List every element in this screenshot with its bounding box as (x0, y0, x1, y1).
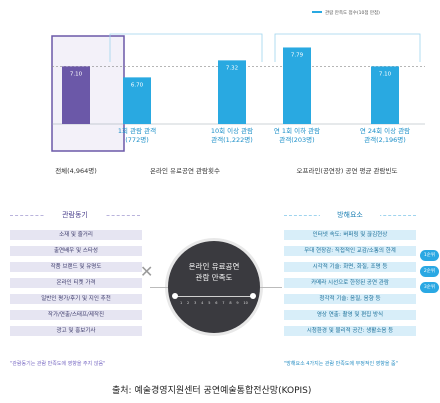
legend-label: 관람 만족도 점수(10점 만점) (325, 9, 380, 16)
motivation-item: 작가/연출/스태프/제작진 (10, 310, 142, 320)
obstacle-title: 방해요소 (320, 210, 380, 220)
circle-title-line2: 관람 만족도 (195, 273, 233, 282)
category-label: 10회 이상 관람 (211, 126, 253, 135)
scale-start-dot (172, 293, 178, 299)
scale-label: 1 (180, 301, 183, 305)
category-label: 관객(203명) (279, 135, 314, 144)
motivation-item: 작품 브랜드 및 유명도 (10, 262, 142, 272)
category-label: 1회 관람 관객 (118, 126, 156, 135)
motivation-item: 일반인 평가/후기 및 지인 추천 (10, 294, 142, 304)
bar-value-label: 7.10 (379, 71, 392, 77)
obstacle-item: 영상 연출: 촬영 및 편집 방식 (284, 310, 416, 320)
right-connector (260, 287, 282, 288)
circle-title-line1: 온라인 유료공연 (188, 262, 240, 271)
motivation-item: 소재 및 줄거리 (10, 230, 142, 240)
online-group-label: 온라인 유료공연 관람횟수 (150, 166, 220, 175)
scale-line (176, 296, 252, 297)
motivation-note: "관람동기는 관람 만족도에 영향을 주지 않음" (10, 361, 106, 367)
motivation-panel: 관람동기 소재 및 줄거리 출연배우 및 스타성 작품 브랜드 및 유명도 온라… (0, 208, 150, 380)
source-caption: 출처: 예술경영지원센터 공연예술통합전산망(KOPIS) (112, 386, 312, 396)
bar-value-label: 7.10 (70, 71, 83, 77)
bar (283, 47, 311, 124)
obstacle-item: 청각적 기술: 음질, 음향 등 (284, 294, 416, 304)
offline-group-label: 오프라인(공연장) 공연 평균 관람빈도 (297, 166, 398, 175)
obstacle-panel: 방해요소 인터넷 속도: 버퍼링 및 끊김현상 무대 현장감: 직접적인 교감/… (280, 208, 440, 380)
satisfaction-bar-chart: 관람 만족도 점수(10점 만점) 7.10 전체(4,964명) 6.70 1회 관람… (51, 9, 425, 175)
category-label: 관객(2,196명) (364, 135, 406, 144)
scale-label: 2 (187, 301, 190, 305)
bar-value-label: 7.32 (226, 65, 238, 71)
obstacle-item: 카메라 시선으로 한정된 공연 관람 (284, 278, 416, 288)
scale-label: 6 (215, 301, 218, 305)
rank-pill: 3순위 (420, 282, 439, 293)
bar (123, 77, 151, 124)
bar (371, 66, 399, 124)
bar (62, 66, 90, 124)
obstacle-item: 인터넷 속도: 버퍼링 및 끊김현상 (284, 230, 416, 240)
motivation-item: 출연배우 및 스타성 (10, 246, 142, 256)
obstacle-item: 무대 현장감: 직접적인 교감/소통의 한계 (284, 246, 416, 256)
bar-value-label: 6.70 (131, 82, 144, 88)
obstacle-note: "방해요소 4가지는 관람 만족도에 부정적인 영향을 줌" (284, 361, 398, 367)
motivation-title: 관람동기 (45, 210, 105, 220)
scale-label: 5 (208, 301, 211, 305)
motivation-item: 온라인 티켓 가격 (10, 278, 142, 288)
scale-label: 8 (229, 301, 232, 305)
obstacle-item: 시청환경 및 물리적 공간: 생활소음 등 (284, 326, 416, 336)
rank-pill: 1순위 (420, 250, 439, 261)
cross-icon: ✕ (140, 262, 154, 281)
online-group-bracket (109, 33, 263, 62)
category-label: 연 1회 이하 관람 (274, 126, 320, 135)
scale-label: 9 (236, 301, 239, 305)
category-label: 관객(1,222명) (211, 135, 253, 144)
bar-value-label: 7.79 (291, 52, 304, 58)
satisfaction-circle: 온라인 유료공연 관람 만족도 1 2 3 4 5 6 7 8 9 10 (168, 241, 260, 333)
scale-label: 7 (222, 301, 225, 305)
category-label: (772명) (125, 135, 148, 144)
rank-pill: 2순위 (420, 266, 439, 277)
scale-label: 3 (194, 301, 197, 305)
category-label: 연 24회 이상 관람 (360, 126, 410, 135)
scale-label: 10 (243, 301, 248, 305)
scale-labels: 1 2 3 4 5 6 7 8 9 10 (180, 301, 248, 305)
motivation-item: 광고 및 홍보기사 (10, 326, 142, 336)
left-connector (150, 287, 168, 288)
bar (218, 60, 246, 124)
legend-swatch (312, 11, 322, 13)
offline-group-bracket (274, 33, 421, 62)
category-label: 전체(4,964명) (55, 166, 97, 175)
scale-label: 4 (201, 301, 204, 305)
scale-end-dot (250, 293, 256, 299)
obstacle-item: 시각적 기술: 화면, 화질, 조명 등 (284, 262, 416, 272)
